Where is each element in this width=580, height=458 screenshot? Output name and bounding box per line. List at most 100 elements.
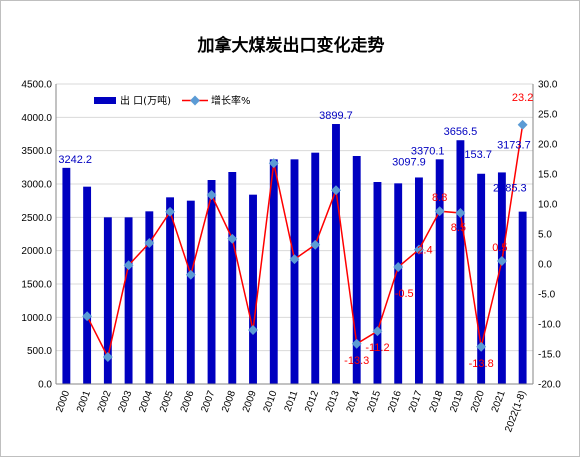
bar bbox=[414, 177, 423, 384]
bar-value-label: 3097.9 bbox=[392, 156, 426, 168]
bar-value-label: 3370.1 bbox=[411, 145, 445, 157]
bar-series bbox=[62, 124, 527, 385]
x-tick-label: 2004 bbox=[137, 389, 155, 414]
rate-marker bbox=[268, 158, 279, 169]
bar bbox=[332, 124, 340, 385]
bar bbox=[166, 197, 175, 384]
bar bbox=[269, 159, 278, 384]
bar bbox=[207, 180, 216, 384]
rate-value-label: -0.5 bbox=[395, 288, 414, 300]
right-tick-label: 15.0 bbox=[538, 170, 558, 181]
x-tick-label: 2020 bbox=[469, 389, 487, 414]
left-tick-label: 3500.0 bbox=[21, 146, 52, 157]
rate-value-label: 0.5 bbox=[492, 242, 507, 254]
rate-marker bbox=[351, 338, 362, 349]
x-tick-label: 2001 bbox=[75, 389, 93, 414]
bar bbox=[124, 217, 133, 384]
x-tick-label: 2016 bbox=[386, 389, 404, 414]
left-tick-label: 2000.0 bbox=[21, 246, 52, 257]
left-tick-label: 2500.0 bbox=[21, 213, 52, 224]
legend-line-marker bbox=[190, 95, 200, 106]
bar bbox=[394, 183, 403, 384]
bar-value-label: 3899.7 bbox=[319, 110, 353, 122]
left-tick-label: 1000.0 bbox=[21, 313, 52, 324]
left-tick-label: 4000.0 bbox=[21, 113, 52, 124]
bar bbox=[456, 140, 465, 384]
bar-value-label: 3173.7 bbox=[497, 139, 531, 151]
left-tick-label: 0.0 bbox=[38, 380, 52, 391]
rate-marker bbox=[517, 119, 528, 130]
chart-title: 加拿大煤炭出口变化走势 bbox=[197, 35, 385, 56]
right-tick-label: -15.0 bbox=[538, 350, 561, 361]
rate-value-label: 8.8 bbox=[432, 192, 447, 204]
rate-value-label: 23.2 bbox=[512, 92, 533, 104]
bar bbox=[103, 217, 112, 384]
legend-bar-label: 出 口(万吨) bbox=[120, 94, 171, 107]
legend-bar-swatch bbox=[94, 97, 116, 104]
right-tick-label: -20.0 bbox=[538, 380, 561, 391]
bar bbox=[477, 173, 486, 384]
x-tick-label: 2007 bbox=[199, 389, 217, 414]
left-tick-label: 4500.0 bbox=[21, 80, 52, 91]
x-tick-label: 2005 bbox=[158, 389, 176, 414]
right-tick-label: -10.0 bbox=[538, 320, 561, 331]
bar bbox=[518, 211, 527, 384]
x-tick-label: 2018 bbox=[428, 389, 446, 414]
bar bbox=[62, 167, 71, 384]
bar-value-label: 3153.7 bbox=[458, 149, 492, 161]
rate-marker bbox=[331, 185, 341, 196]
bar bbox=[311, 152, 320, 384]
right-tick-label: -5.0 bbox=[538, 290, 556, 301]
rate-line bbox=[86, 124, 524, 360]
x-tick-label: 2000 bbox=[54, 389, 72, 414]
x-tick-label: 2002 bbox=[96, 389, 114, 414]
right-tick-label: 25.0 bbox=[538, 110, 558, 121]
right-tick-label: 10.0 bbox=[538, 200, 558, 211]
rate-marker bbox=[206, 190, 217, 200]
bar bbox=[83, 186, 92, 384]
bar bbox=[435, 159, 444, 384]
x-tick-label: 2006 bbox=[179, 389, 197, 414]
bar bbox=[186, 200, 195, 384]
bar-value-label: 3656.5 bbox=[444, 126, 478, 138]
x-tick-label: 2014 bbox=[345, 389, 363, 414]
x-tick-label: 2010 bbox=[262, 389, 280, 414]
x-tick-label: 2022(1-8) bbox=[503, 389, 528, 434]
rate-marker bbox=[165, 206, 176, 217]
rate-marker bbox=[413, 244, 424, 255]
rate-value-label: -11.2 bbox=[365, 342, 389, 354]
bar bbox=[290, 159, 299, 384]
left-tick-label: 3000.0 bbox=[21, 180, 52, 191]
x-tick-label: 2009 bbox=[241, 389, 259, 414]
x-tick-label: 2021 bbox=[490, 389, 508, 414]
rate-value-label: -13.3 bbox=[344, 355, 369, 367]
rate-marker bbox=[248, 325, 258, 335]
rate-marker bbox=[476, 341, 487, 352]
rate-marker bbox=[496, 256, 507, 266]
rate-value-label: 8.5 bbox=[451, 222, 466, 234]
rate-marker bbox=[227, 233, 238, 244]
bar bbox=[373, 182, 382, 384]
bar bbox=[249, 194, 257, 384]
x-tick-label: 2011 bbox=[283, 389, 301, 413]
left-tick-label: 500.0 bbox=[27, 346, 52, 357]
bar-value-label: 2585.3 bbox=[493, 183, 527, 195]
right-tick-label: 20.0 bbox=[538, 140, 558, 151]
x-tick-label: 2019 bbox=[448, 389, 466, 414]
x-tick-label: 2015 bbox=[365, 389, 383, 414]
x-tick-label: 2003 bbox=[116, 389, 134, 414]
bar bbox=[497, 172, 506, 384]
rate-marker bbox=[289, 254, 300, 265]
rate-value-label: 2.4 bbox=[417, 245, 432, 257]
right-tick-label: 30.0 bbox=[538, 80, 558, 91]
rate-value-label: -13.8 bbox=[469, 358, 494, 370]
rate-marker bbox=[372, 326, 383, 337]
x-tick-label: 2008 bbox=[220, 389, 238, 414]
bar-value-label: 3242.2 bbox=[58, 154, 92, 166]
legend: 出 口(万吨) 增长率% bbox=[94, 94, 251, 107]
x-tick-label: 2012 bbox=[303, 389, 321, 414]
rate-marker bbox=[185, 269, 196, 280]
